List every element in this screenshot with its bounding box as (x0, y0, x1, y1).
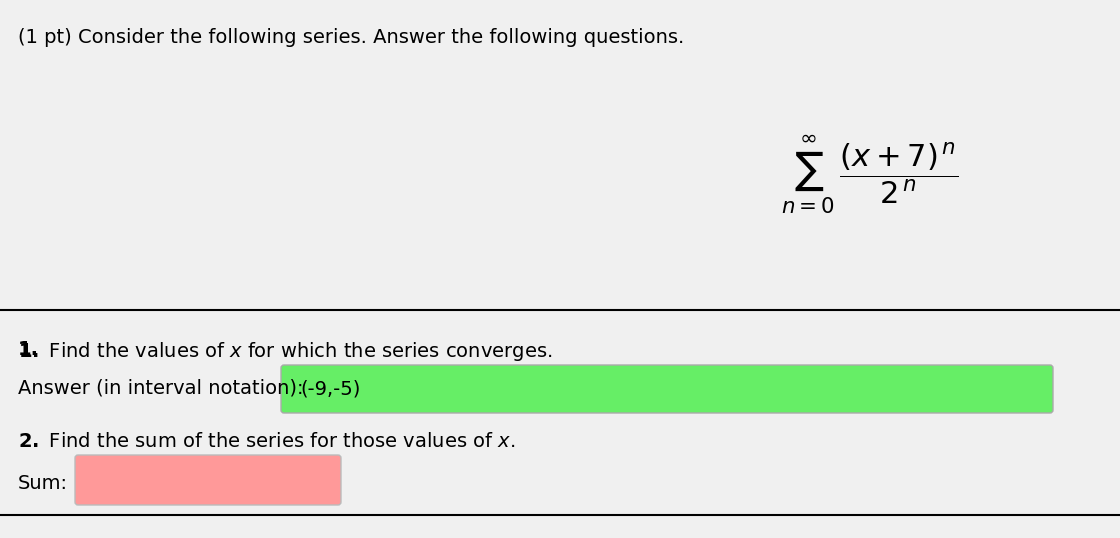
Text: $\mathbf{1.}$ Find the values of $x$ for which the series converges.: $\mathbf{1.}$ Find the values of $x$ for… (18, 340, 552, 363)
Text: $\sum_{n=0}^{\infty}\,\dfrac{(x+7)^{\,n}}{2^{\,n}}$: $\sum_{n=0}^{\infty}\,\dfrac{(x+7)^{\,n}… (782, 134, 959, 216)
Text: $\mathbf{2.}$ Find the sum of the series for those values of $x$.: $\mathbf{2.}$ Find the sum of the series… (18, 432, 515, 451)
FancyBboxPatch shape (75, 455, 340, 505)
Text: Answer (in interval notation):: Answer (in interval notation): (18, 379, 304, 398)
Text: 1.: 1. (18, 340, 39, 359)
FancyBboxPatch shape (281, 365, 1053, 413)
Text: Sum:: Sum: (18, 474, 68, 493)
Text: (-9,-5): (-9,-5) (300, 379, 361, 399)
Text: (1 pt) Consider the following series. Answer the following questions.: (1 pt) Consider the following series. An… (18, 28, 684, 47)
